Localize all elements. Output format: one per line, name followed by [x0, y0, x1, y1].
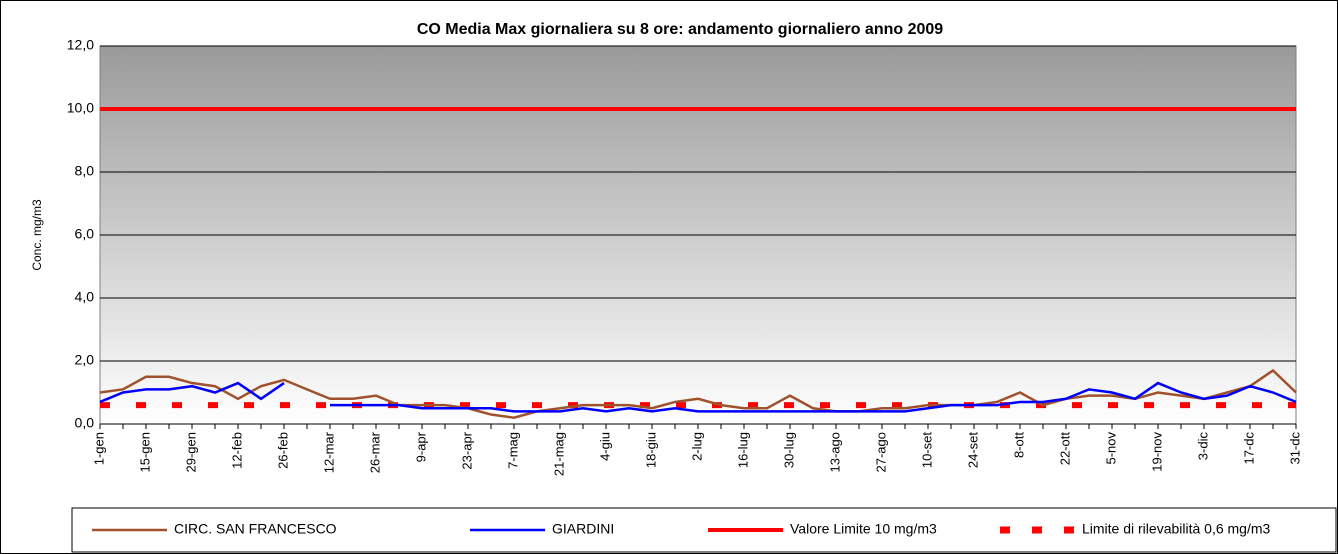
x-tick-label: 26-mar: [367, 431, 382, 473]
x-tick-label: 23-apr: [459, 431, 474, 469]
y-tick-label: 12,0: [67, 37, 94, 53]
x-tick-label: 15-gen: [137, 432, 152, 472]
y-tick-label: 6,0: [75, 226, 95, 242]
x-tick-label: 21-mag: [551, 432, 566, 476]
x-tick-label: 10-set: [919, 432, 934, 469]
x-tick-label: 19-nov: [1149, 432, 1164, 472]
x-tick-label: 7-mag: [505, 432, 520, 469]
legend-label: Valore Limite 10 mg/m3: [790, 521, 937, 537]
x-tick-label: 2-lug: [689, 432, 704, 461]
x-tick-label: 8-ott: [1011, 432, 1026, 458]
x-tick-label: 31-dc: [1287, 432, 1302, 465]
series-line: [330, 381, 1297, 413]
x-tick-label: 27-ago: [873, 432, 888, 472]
x-tick-label: 5-nov: [1103, 432, 1118, 465]
x-tick-label: 4-giu: [597, 432, 612, 461]
x-tick-label: 16-lug: [735, 432, 750, 468]
legend-label: GIARDINI: [552, 521, 614, 537]
legend-label: CIRC. SAN FRANCESCO: [174, 521, 337, 537]
legend-label: Limite di rilevabilità 0,6 mg/m3: [1082, 521, 1271, 537]
x-tick-label: 22-ott: [1057, 432, 1072, 466]
y-tick-label: 8,0: [75, 163, 95, 179]
x-tick-label: 12-feb: [229, 432, 244, 469]
x-tick-label: 17-dc: [1241, 432, 1256, 465]
y-tick-label: 0,0: [75, 415, 95, 431]
x-tick-label: 13-ago: [827, 432, 842, 472]
series-line: [99, 381, 285, 404]
x-tick-label: 30-lug: [781, 432, 796, 468]
x-tick-label: 24-set: [965, 432, 980, 469]
x-tick-label: 26-feb: [275, 432, 290, 469]
series-line: [99, 368, 1297, 419]
y-tick-label: 2,0: [75, 352, 95, 368]
x-tick-label: 3-dic: [1195, 432, 1210, 461]
x-tick-label: 1-gen: [91, 432, 106, 465]
legend-box: [71, 507, 1337, 553]
y-tick-label: 10,0: [67, 100, 94, 116]
x-tick-label: 9-apr: [413, 431, 428, 462]
chart-title: CO Media Max giornaliera su 8 ore: andam…: [417, 21, 943, 38]
x-tick-label: 12-mar: [321, 431, 336, 473]
y-axis-label: Conc. mg/m3: [30, 199, 44, 271]
y-tick-label: 4,0: [75, 289, 95, 305]
x-tick-label: 18-giu: [643, 432, 658, 468]
x-tick-label: 29-gen: [183, 432, 198, 472]
